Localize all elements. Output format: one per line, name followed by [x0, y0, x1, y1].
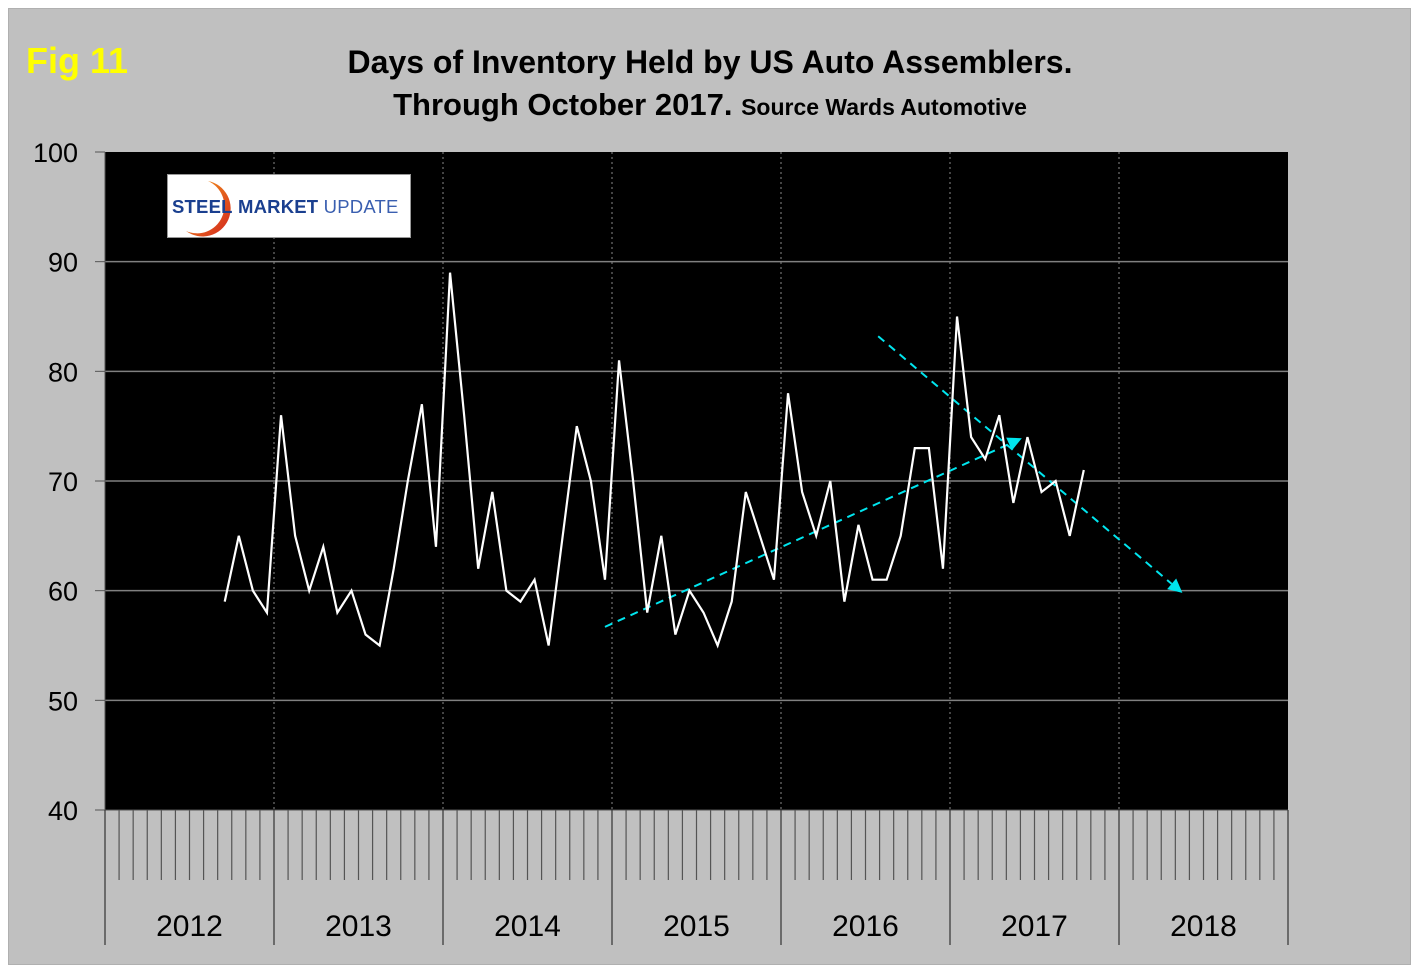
logo-text: STEEL MARKET UPDATE [172, 196, 399, 218]
y-tick-label: 40 [48, 796, 78, 826]
y-tick-label: 90 [48, 248, 78, 278]
chart-title-line1: Days of Inventory Held by US Auto Assemb… [347, 44, 1073, 80]
logo-crescent-icon [186, 181, 231, 237]
logo-word-update: UPDATE [323, 196, 399, 217]
arrowhead-up-icon [1006, 437, 1022, 451]
gridlines [105, 152, 1288, 810]
chart-subtitle: Through October 2017. Source Wards Autom… [0, 87, 1420, 123]
x-year-label: 2014 [494, 910, 561, 943]
logo-word-steel: STEEL [172, 196, 233, 217]
figure-label: Fig 11 [26, 40, 129, 81]
trend-line-down [877, 335, 1173, 585]
x-year-label: 2018 [1170, 910, 1237, 943]
y-tick-label: 100 [33, 138, 78, 168]
arrowhead-down-icon [1167, 578, 1183, 593]
trend-arrows [604, 335, 1183, 628]
chart-title-line2: Through October 2017. [393, 87, 733, 122]
chart-source: Source Wards Automotive [741, 94, 1027, 120]
trend-line-up [604, 443, 1010, 628]
chart-title: Days of Inventory Held by US Auto Assemb… [0, 44, 1420, 81]
y-tick-label: 60 [48, 577, 78, 607]
x-year-label: 2012 [156, 910, 223, 943]
x-year-label: 2015 [663, 910, 730, 943]
y-tick-label: 70 [48, 467, 78, 497]
x-axis: 2012 2013 2014 2015 2016 2017 2018 [104, 809, 1289, 945]
x-year-label: 2017 [1001, 910, 1068, 943]
series-days-of-inventory [223, 272, 1085, 649]
y-axis: 100 90 80 70 60 50 40 [33, 138, 106, 826]
y-tick-label: 80 [48, 357, 78, 387]
x-year-label: 2013 [325, 910, 392, 943]
series-line [223, 272, 1085, 649]
steel-market-update-logo: STEEL MARKET UPDATE [167, 174, 411, 238]
logo-word-market: MARKET [237, 196, 319, 217]
x-year-label: 2016 [832, 910, 899, 943]
y-tick-label: 50 [48, 686, 78, 716]
